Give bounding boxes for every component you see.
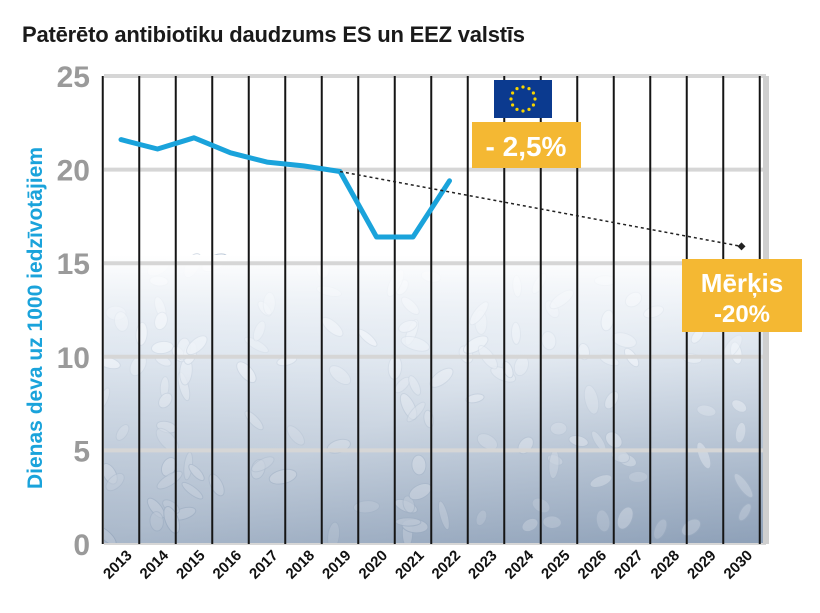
x-axis-ticks: 2013 2014 2015 2016 2017 2018 2019 2020 2021 2022… — [100, 547, 756, 583]
target-trend-line — [339, 170, 742, 248]
series-lines — [118, 135, 746, 251]
eu-flag-star — [510, 91, 515, 95]
eu-flag-icon — [494, 80, 552, 118]
x-tick-label: 2018 — [283, 547, 319, 583]
x-tick-label: 2023 — [465, 547, 501, 583]
y-tick-label: 5 — [73, 435, 90, 468]
target-badge: Mērķis -20% — [682, 259, 802, 332]
x-tick-label: 2026 — [575, 547, 611, 583]
target-badge-title: Mērķis — [701, 268, 783, 298]
y-tick-label: 0 — [73, 529, 90, 562]
x-tick-label: 2029 — [684, 547, 720, 583]
eu-flag-star — [531, 91, 536, 95]
chart-title: Patērēto antibiotiku daudzums ES un EEZ … — [22, 22, 525, 47]
target-badge-box — [682, 259, 802, 332]
x-tick-label: 2027 — [611, 547, 647, 583]
target-point-marker — [737, 242, 746, 251]
eu-flag-star — [515, 87, 519, 91]
eu-flag-star — [515, 107, 519, 111]
eu-flag-star — [533, 97, 537, 101]
y-tick-label: 15 — [57, 248, 90, 281]
x-tick-label: 2030 — [721, 547, 757, 583]
eu-badge-box — [472, 122, 581, 168]
y-tick-label: 20 — [57, 155, 90, 188]
eu-flag-star — [527, 87, 531, 91]
x-tick-label: 2013 — [100, 547, 136, 583]
x-tick-label: 2020 — [356, 547, 392, 583]
y-tick-label: 10 — [57, 342, 90, 375]
x-tick-label: 2016 — [210, 547, 246, 583]
eu-flag-star — [531, 103, 536, 107]
eu-flag-star — [521, 85, 525, 89]
x-tick-label: 2028 — [648, 547, 684, 583]
x-tick-label: 2019 — [319, 547, 355, 583]
eu-change-badge: - 2,5% — [472, 122, 581, 168]
eu-flag-star — [509, 97, 513, 101]
x-tick-label: 2021 — [392, 547, 428, 583]
pills-photo-background — [104, 253, 766, 544]
x-tick-label: 2025 — [538, 547, 574, 583]
target-badge-value: -20% — [714, 301, 770, 328]
consumption-line — [118, 135, 452, 240]
x-tick-label: 2015 — [173, 547, 209, 583]
eu-badge-text: - 2,5% — [486, 131, 567, 162]
y-axis-ticks: 0 5 10 15 20 25 — [57, 61, 90, 562]
eu-flag-star — [521, 109, 525, 113]
x-tick-label: 2022 — [429, 547, 465, 583]
eu-flag-star — [510, 103, 515, 107]
eu-flag-star — [527, 107, 531, 111]
x-tick-label: 2014 — [137, 547, 173, 583]
x-tick-label: 2024 — [502, 547, 538, 583]
y-tick-label: 25 — [57, 61, 90, 94]
x-tick-label: 2017 — [246, 547, 282, 583]
